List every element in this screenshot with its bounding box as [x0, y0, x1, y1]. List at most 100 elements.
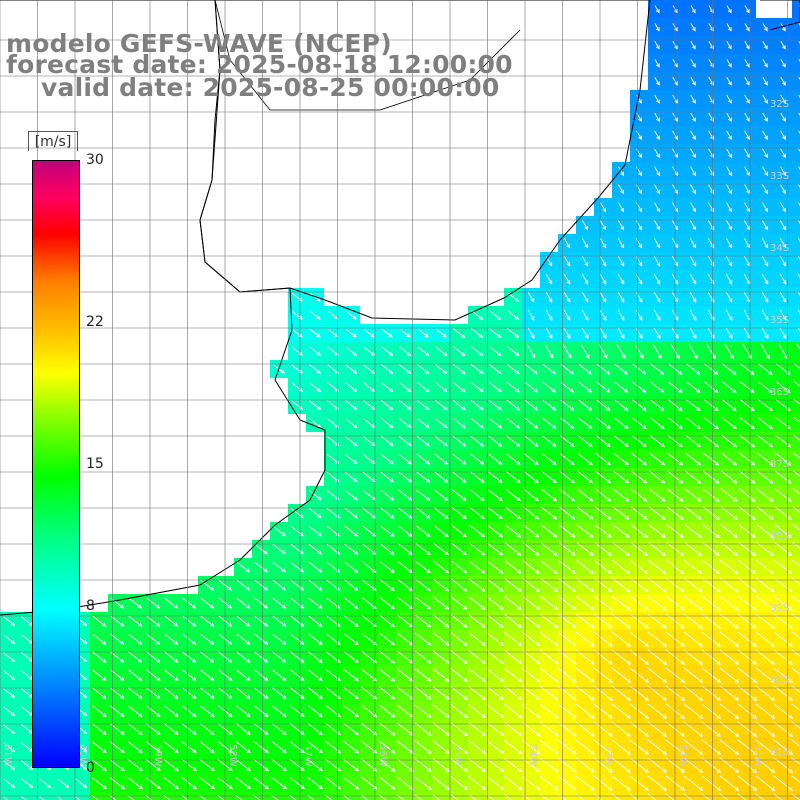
wind-vector-head [352, 387, 358, 392]
wind-vector-head [692, 334, 697, 339]
wind-vector [307, 705, 323, 717]
wind-vector-head [82, 621, 88, 626]
wind-vector-head [336, 695, 341, 700]
wind-vector [720, 488, 738, 502]
wind-vector-head [407, 442, 412, 447]
wind-vector-head [638, 171, 642, 177]
wind-vector [325, 722, 341, 736]
wind-vector-head [427, 767, 432, 772]
wind-vector-head [752, 570, 757, 575]
wind-vector [593, 595, 613, 611]
wind-vector-head [514, 297, 520, 302]
wind-vector [505, 506, 521, 520]
wind-speed-cell [792, 414, 800, 432]
wind-vector [541, 506, 557, 520]
wind-vector-head [481, 605, 486, 610]
wind-vector [707, 327, 715, 339]
wind-vector-head [644, 606, 649, 611]
wind-vector [581, 220, 589, 230]
wind-vector [702, 488, 720, 502]
wind-vector-head [782, 207, 787, 213]
wind-vector-head [443, 460, 449, 465]
wind-vector-head [746, 135, 750, 140]
wind-vector-head [535, 606, 541, 611]
wind-vector [3, 616, 15, 626]
wind-vector-head [264, 640, 269, 645]
wind-vector [325, 705, 341, 717]
wind-vector-head [680, 660, 686, 665]
wind-vector [235, 687, 251, 699]
wind-vector-head [697, 497, 702, 502]
wind-vector [325, 758, 341, 772]
wind-vector-head [572, 624, 577, 629]
wind-vector [381, 328, 393, 338]
wind-vector-head [764, 81, 768, 86]
wind-vector-head [499, 642, 504, 647]
wind-vector [254, 561, 268, 573]
wind-vector-head [535, 533, 540, 538]
wind-vector-head [210, 658, 215, 663]
wind-vector [308, 615, 322, 627]
wind-vector-head [691, 27, 696, 32]
wind-vector [756, 470, 774, 484]
wind-vector-head [389, 514, 395, 519]
wind-vector-head [481, 732, 487, 737]
wind-vector [486, 578, 504, 592]
wind-vector-head [714, 407, 719, 412]
wind-vector [415, 507, 431, 519]
wind-vector [488, 417, 502, 429]
wind-vector [469, 524, 485, 538]
wind-vector-head [602, 244, 607, 249]
wind-vector [780, 76, 786, 86]
wind-vector-head [674, 135, 678, 140]
wind-vector-head [316, 405, 322, 410]
wind-vector [726, 76, 732, 86]
wind-vector [272, 525, 286, 537]
wind-vector [726, 94, 732, 104]
wind-vector [433, 507, 449, 519]
wind-vector-head [674, 244, 679, 249]
wind-vector [725, 274, 733, 284]
wind-vector [647, 775, 667, 791]
wind-vector [798, 202, 800, 207]
longitude-label: 52W [677, 744, 688, 767]
wind-vector-head [498, 460, 503, 465]
wind-vector-head [373, 749, 378, 754]
wind-vector-head [638, 99, 642, 104]
wind-vector-head [443, 352, 448, 357]
wind-vector-head [752, 606, 757, 611]
wind-vector [773, 595, 793, 611]
wind-vector-head [656, 226, 661, 231]
wind-vector-head [245, 622, 251, 627]
wind-vector [701, 577, 721, 593]
wind-speed-cell [792, 306, 800, 324]
wind-vector-head [787, 515, 792, 520]
wind-vector [541, 435, 557, 447]
wind-vector [685, 381, 701, 393]
wind-vector [595, 435, 611, 447]
wind-vector [527, 309, 535, 321]
wind-vector [578, 381, 592, 393]
wind-vector [684, 506, 702, 520]
wind-vector-head [709, 27, 714, 32]
wind-vector-head [570, 424, 575, 429]
wind-vector-head [620, 207, 625, 213]
wind-vector [163, 759, 179, 771]
wind-vector [488, 346, 502, 356]
wind-vector [450, 614, 468, 628]
wind-vector-head [481, 786, 487, 791]
wind-vector [629, 703, 649, 719]
wind-vector-head [156, 658, 161, 663]
wind-vector [397, 561, 413, 573]
wind-vector [92, 669, 106, 681]
wind-vector [654, 184, 660, 194]
wind-vector [236, 579, 250, 591]
wind-vector-head [407, 370, 412, 374]
wind-vector [127, 723, 143, 735]
wind-vector [737, 613, 757, 629]
wind-vector-head [463, 587, 468, 592]
wind-vector-head [497, 442, 503, 447]
wind-vector [522, 631, 540, 647]
wind-vector [545, 309, 553, 321]
wind-vector [343, 758, 359, 772]
